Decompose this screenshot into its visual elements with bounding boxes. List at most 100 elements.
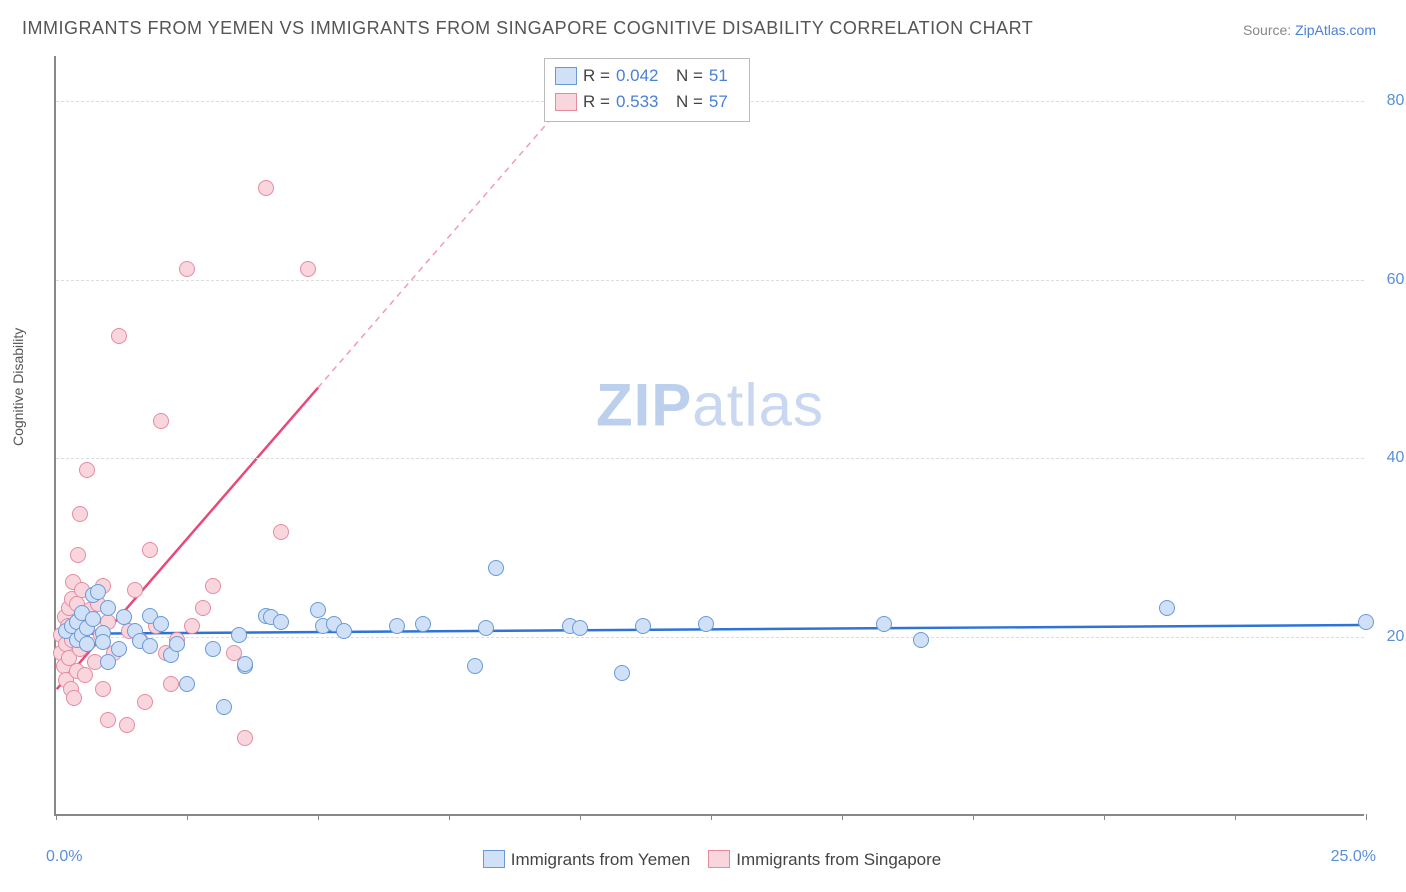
n-label: N =	[676, 66, 703, 86]
data-point	[389, 618, 405, 634]
data-point	[467, 658, 483, 674]
data-point	[184, 618, 200, 634]
legend-label: Immigrants from Singapore	[736, 850, 941, 869]
data-point	[137, 694, 153, 710]
data-point	[95, 681, 111, 697]
gridline	[56, 637, 1364, 638]
legend-stats-row: R = 0.533 N = 57	[555, 89, 739, 115]
data-point	[66, 690, 82, 706]
data-point	[635, 618, 651, 634]
data-point	[273, 524, 289, 540]
x-axis-min: 0.0%	[46, 848, 82, 866]
legend-swatch	[555, 67, 577, 85]
data-point	[153, 616, 169, 632]
data-point	[179, 261, 195, 277]
data-point	[72, 506, 88, 522]
data-point	[876, 616, 892, 632]
y-tick-label: 40.0%	[1372, 449, 1406, 467]
data-point	[111, 641, 127, 657]
x-tick-mark	[580, 814, 581, 820]
data-point	[179, 676, 195, 692]
data-point	[90, 584, 106, 600]
y-tick-label: 80.0%	[1372, 92, 1406, 110]
data-point	[415, 616, 431, 632]
data-point	[572, 620, 588, 636]
data-point	[142, 638, 158, 654]
x-tick-mark	[973, 814, 974, 820]
data-point	[698, 616, 714, 632]
y-axis-label: Cognitive Disability	[10, 328, 26, 446]
data-point	[100, 600, 116, 616]
x-tick-mark	[711, 814, 712, 820]
data-point	[216, 699, 232, 715]
n-value: 51	[709, 66, 739, 86]
x-tick-mark	[56, 814, 57, 820]
data-point	[142, 542, 158, 558]
data-point	[614, 665, 630, 681]
legend-swatch	[708, 850, 730, 868]
legend-label: Immigrants from Yemen	[511, 850, 691, 869]
scatter-plot: ZIPatlas 20.0%40.0%60.0%80.0%	[54, 56, 1364, 816]
x-tick-mark	[318, 814, 319, 820]
data-point	[273, 614, 289, 630]
data-point	[100, 712, 116, 728]
data-point	[163, 676, 179, 692]
data-point	[478, 620, 494, 636]
data-point	[1159, 600, 1175, 616]
x-tick-mark	[842, 814, 843, 820]
data-point	[77, 667, 93, 683]
data-point	[336, 623, 352, 639]
legend-swatch	[555, 93, 577, 111]
data-point	[79, 462, 95, 478]
data-point	[100, 654, 116, 670]
r-label: R =	[583, 66, 610, 86]
x-tick-mark	[1366, 814, 1367, 820]
data-point	[231, 627, 247, 643]
legend-stats-box: R = 0.042 N = 51 R = 0.533 N = 57	[544, 58, 750, 122]
data-point	[195, 600, 211, 616]
data-point	[119, 717, 135, 733]
x-axis-max: 25.0%	[1331, 848, 1376, 866]
y-tick-label: 20.0%	[1372, 628, 1406, 646]
data-point	[85, 611, 101, 627]
x-tick-mark	[1104, 814, 1105, 820]
data-point	[127, 582, 143, 598]
n-label: N =	[676, 92, 703, 112]
data-point	[258, 180, 274, 196]
x-tick-mark	[1235, 814, 1236, 820]
legend-stats-row: R = 0.042 N = 51	[555, 63, 739, 89]
data-point	[95, 634, 111, 650]
watermark: ZIPatlas	[596, 370, 824, 439]
legend-swatch	[483, 850, 505, 868]
data-point	[205, 641, 221, 657]
data-point	[153, 413, 169, 429]
data-point	[79, 636, 95, 652]
watermark-light: atlas	[692, 371, 824, 438]
gridline	[56, 458, 1364, 459]
data-point	[300, 261, 316, 277]
data-point	[169, 636, 185, 652]
x-tick-mark	[449, 814, 450, 820]
data-point	[70, 547, 86, 563]
bottom-legend: Immigrants from Yemen Immigrants from Sin…	[0, 850, 1406, 870]
source-label: Source:	[1243, 22, 1291, 38]
chart-title: IMMIGRANTS FROM YEMEN VS IMMIGRANTS FROM…	[22, 18, 1033, 39]
n-value: 57	[709, 92, 739, 112]
data-point	[205, 578, 221, 594]
y-tick-label: 60.0%	[1372, 271, 1406, 289]
data-point	[237, 656, 253, 672]
data-point	[237, 730, 253, 746]
data-point	[310, 602, 326, 618]
watermark-bold: ZIP	[596, 371, 692, 438]
source-attribution: Source: ZipAtlas.com	[1243, 22, 1376, 38]
r-label: R =	[583, 92, 610, 112]
data-point	[1358, 614, 1374, 630]
regression-lines	[56, 56, 1364, 814]
data-point	[111, 328, 127, 344]
gridline	[56, 280, 1364, 281]
r-value: 0.042	[616, 66, 670, 86]
x-tick-mark	[187, 814, 188, 820]
data-point	[913, 632, 929, 648]
source-link[interactable]: ZipAtlas.com	[1295, 22, 1376, 38]
r-value: 0.533	[616, 92, 670, 112]
